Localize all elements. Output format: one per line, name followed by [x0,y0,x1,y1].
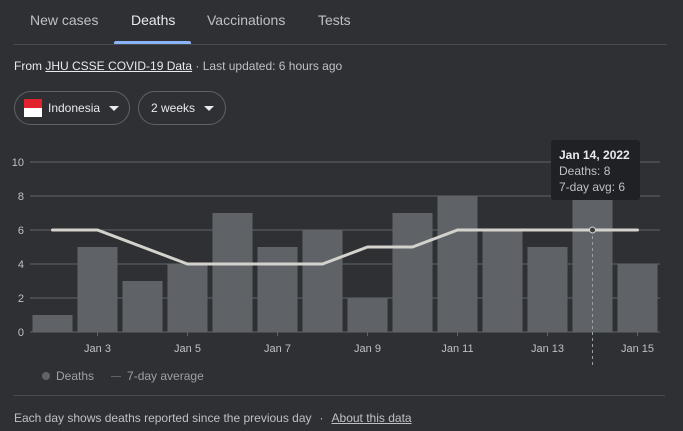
bar-jan-12 [482,230,523,332]
y-tick-label: 4 [18,259,24,271]
x-tick-label: Jan 7 [264,343,291,355]
average-line [51,228,639,266]
bar-jan-14 [572,196,613,332]
bar-jan-3 [77,247,118,332]
deaths-chart: 0 2 4 6 8 10 Jan 3 Jan 5 Jan 7 Jan 9 Jan 11 Jan 13… [12,157,660,365]
average-legend-swatch [111,375,122,377]
x-tick-label: Jan 11 [441,343,473,355]
bar-jan-11 [437,196,478,332]
indonesia-flag-icon [24,99,42,117]
footer-separator: · [319,411,324,425]
bar-jan-5 [167,264,208,332]
x-tick-label: Jan 13 [531,343,564,355]
range-select-value: 2 weeks [151,101,196,115]
tooltip-date: Jan 14, 2022 [559,148,630,162]
bar-jan-6 [212,213,253,332]
tab-new-cases[interactable]: New cases [30,12,99,28]
y-tick-label: 0 [18,327,24,339]
legend-average: 7-day average [127,369,204,383]
x-tick-label: Jan 15 [621,343,654,355]
source-prefix: From [14,59,42,73]
data-source-line: From JHU CSSE COVID-19 Data · Last updat… [14,59,342,73]
deaths-legend-swatch [42,372,50,380]
y-tick-label: 2 [18,293,24,305]
bar-jan-9 [347,298,388,332]
bar-jan-4 [122,281,163,332]
tab-bar: New cases Deaths Vaccinations Tests [14,0,667,45]
bar-jan-7 [257,247,298,332]
bar-jan-15 [617,264,658,332]
y-tick-label: 8 [18,191,24,203]
chart-tooltip: Jan 14, 2022 Deaths: 8 7-day avg: 6 [551,140,640,200]
country-select-value: Indonesia [48,101,101,115]
tooltip-deaths: Deaths: 8 [559,164,611,178]
bar-jan-8 [302,230,343,332]
source-link[interactable]: JHU CSSE COVID-19 Data [45,59,193,73]
chart-legend: Deaths 7-day average [42,369,204,383]
footer-note: Each day shows deaths reported since the… [14,411,312,425]
y-tick-label: 6 [18,225,24,237]
country-select[interactable]: Indonesia [14,91,130,125]
last-updated: · Last updated: 6 hours ago [195,59,343,73]
tab-deaths[interactable]: Deaths [131,12,176,28]
divider [14,395,665,396]
x-tick-label: Jan 3 [84,343,111,355]
about-data-link[interactable]: About this data [331,411,412,425]
chevron-down-icon [204,105,215,111]
tab-tests[interactable]: Tests [318,12,351,28]
tooltip-avg: 7-day avg: 6 [559,180,626,194]
legend-deaths: Deaths [56,369,95,383]
chevron-down-icon [109,105,120,111]
hover-point [589,226,596,234]
bar-jan-13 [527,247,568,332]
y-tick-label: 10 [12,157,24,169]
active-tab-indicator [114,41,191,44]
footer: Each day shows deaths reported since the… [14,411,412,425]
bar-jan-2 [32,315,73,332]
bar-jan-10 [392,213,433,332]
tab-vaccinations[interactable]: Vaccinations [207,12,286,28]
x-tick-label: Jan 5 [174,343,201,355]
x-tick-label: Jan 9 [354,343,381,355]
range-select[interactable]: 2 weeks [138,91,226,125]
